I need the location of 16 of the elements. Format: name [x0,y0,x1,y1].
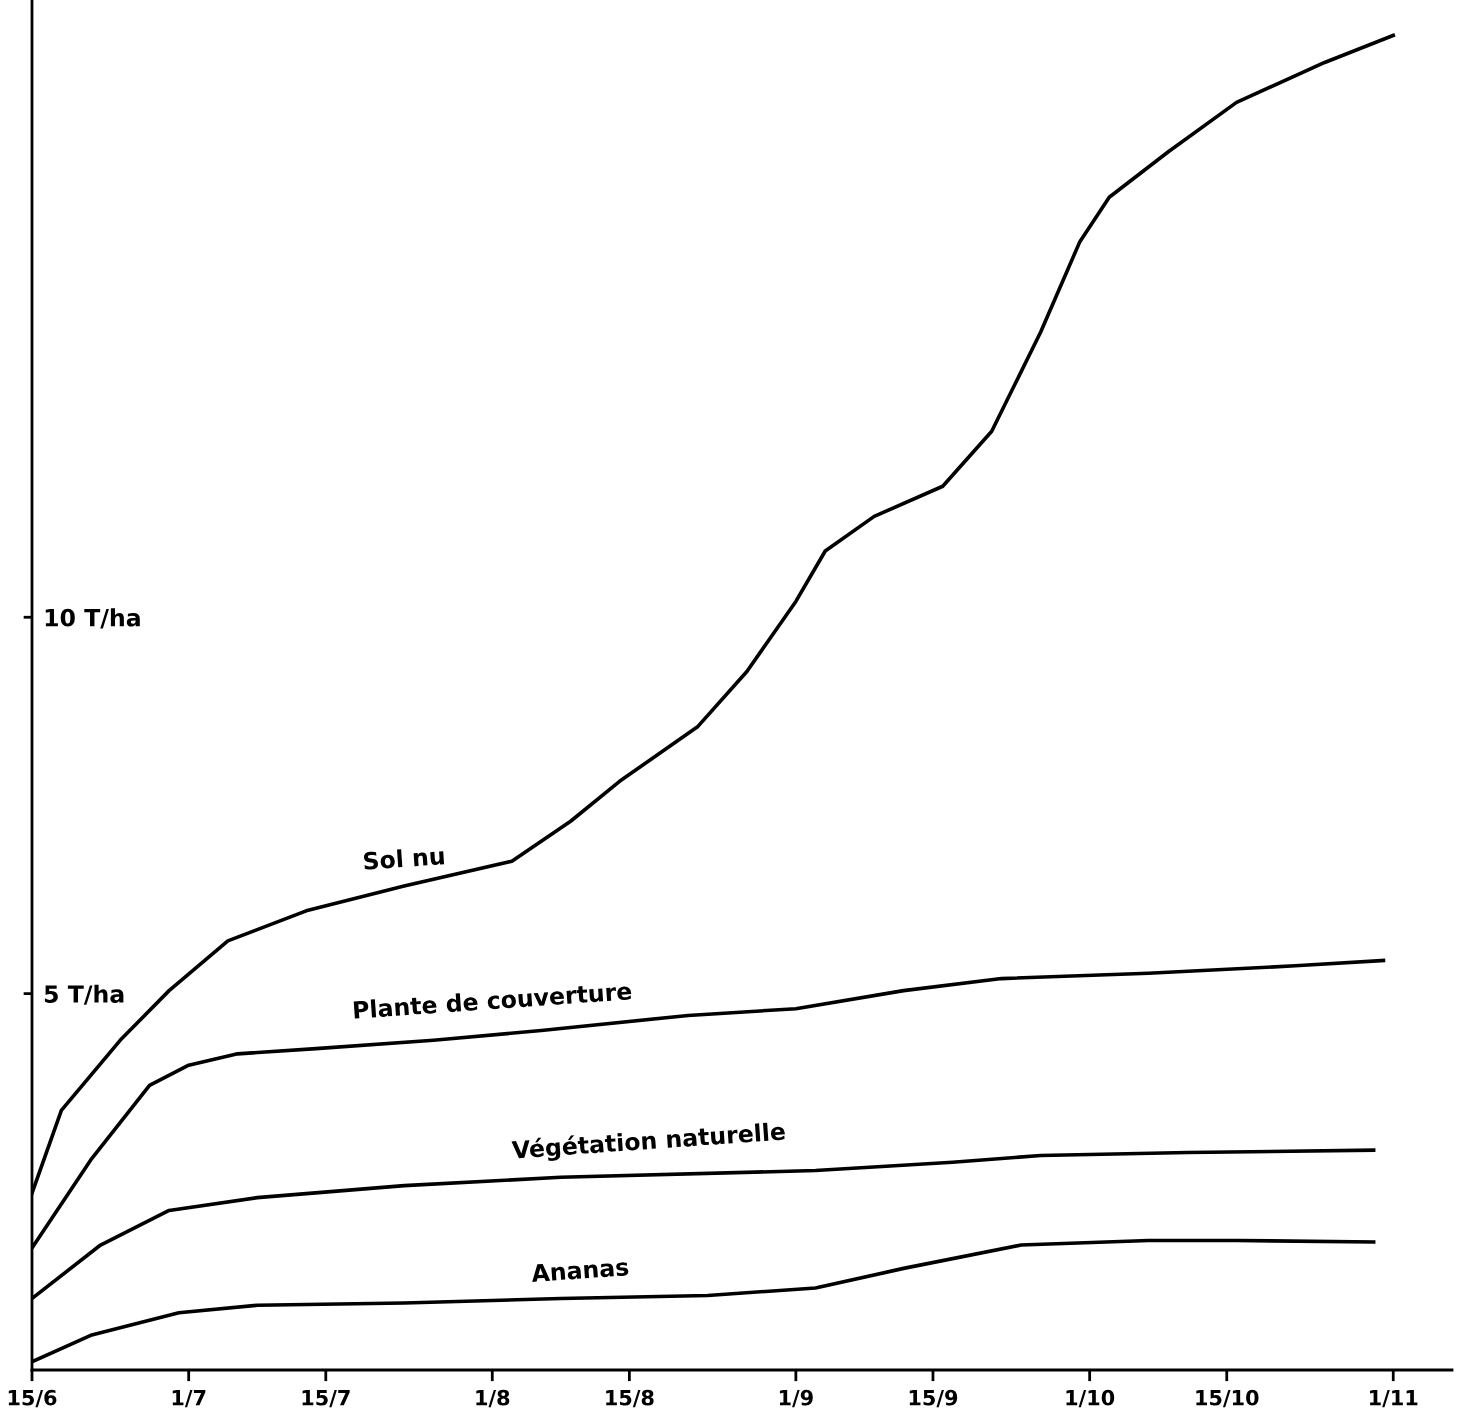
x-tick-label: 15/6 [8,1389,57,1408]
x-tick-label: 1/10 [1066,1389,1115,1408]
x-tick-label: 15/9 [909,1389,958,1408]
x-tick-label: 1/9 [779,1389,813,1408]
y-tick-label: 5 T/ha [44,984,124,1005]
x-tick-label: 1/8 [476,1389,510,1408]
x-tick-label: 1/11 [1370,1390,1418,1408]
y-tick-label: 10 T/ha [45,608,140,629]
x-tick-label: 15/7 [302,1390,350,1408]
x-tick-label: 15/8 [606,1389,654,1408]
x-tick-label: 15/10 [1196,1389,1259,1408]
series-label: Ananas [531,1257,629,1283]
x-tick-label: 1/7 [172,1390,206,1408]
series-label: Végétation naturelle [511,1120,786,1164]
series-label: Plante de couverture [353,981,632,1019]
series-label: Sol nu [363,846,445,871]
